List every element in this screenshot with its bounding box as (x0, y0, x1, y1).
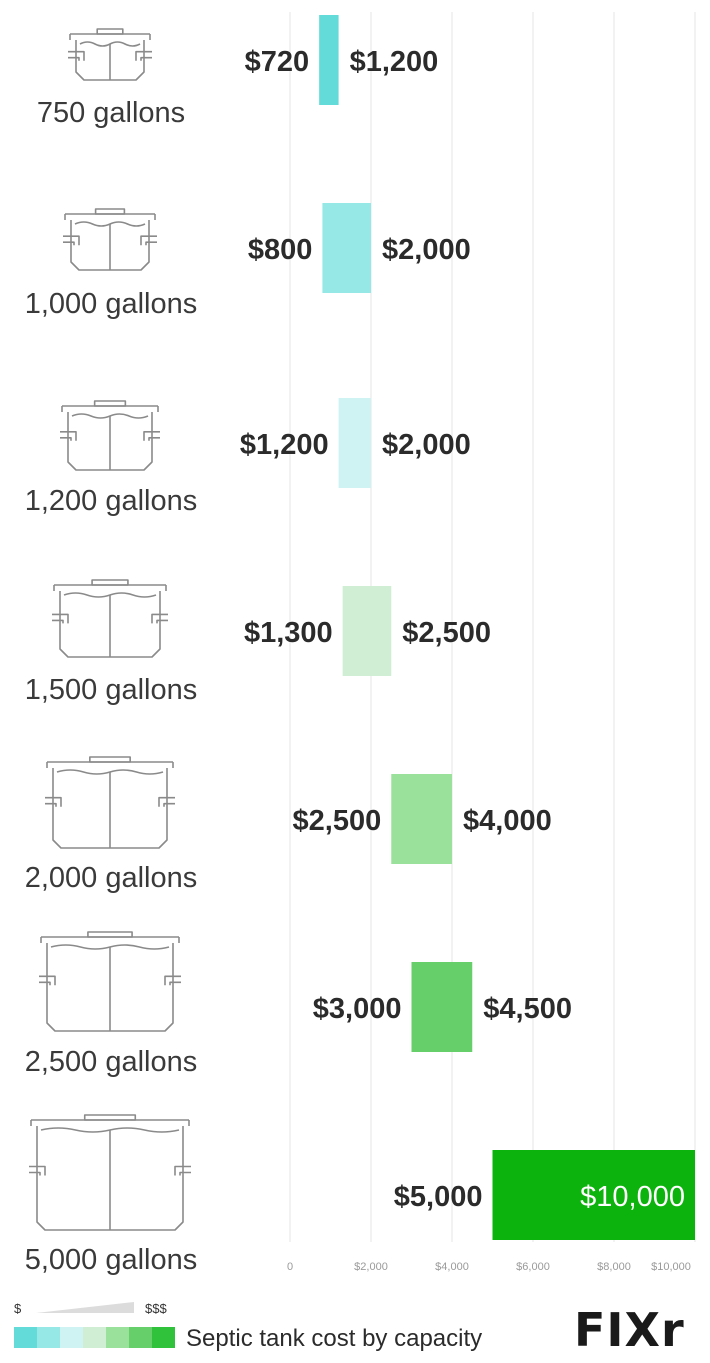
x-axis-ticks: 0 $2,000 $4,000 $6,000 $8,000 $10,000 (287, 1261, 691, 1273)
x-tick-label: $4,000 (435, 1261, 469, 1273)
fixr-logo: FIXr (574, 1303, 685, 1357)
range-bar (338, 398, 371, 488)
high-value-label: $4,500 (483, 993, 572, 1025)
septic-tank-icon (68, 28, 152, 81)
legend-gradient-wedge (36, 1302, 134, 1313)
legend-swatch (106, 1327, 129, 1348)
category-label: 1,000 gallons (25, 288, 198, 320)
legend-swatch (129, 1327, 152, 1348)
high-value-label: $2,000 (382, 234, 471, 266)
range-bar (319, 15, 339, 105)
range-bar (322, 203, 371, 293)
legend-swatches (14, 1327, 175, 1348)
x-tick-label: $6,000 (516, 1261, 550, 1273)
legend-low-label: $ (14, 1301, 22, 1316)
legend-swatch (37, 1327, 60, 1348)
category-label: 5,000 gallons (25, 1244, 198, 1276)
septic-tank-icon (45, 756, 175, 849)
legend-swatch (152, 1327, 175, 1348)
low-value-label: $2,500 (293, 805, 382, 837)
x-tick-label: 0 (287, 1261, 293, 1273)
fixr-logo-text: FIXr (574, 1303, 685, 1357)
septic-tank-icon (60, 400, 160, 471)
low-value-label: $3,000 (313, 993, 402, 1025)
high-value-label: $4,000 (463, 805, 552, 837)
range-bar (391, 774, 452, 864)
low-value-label: $720 (245, 46, 310, 78)
range-bar (342, 586, 392, 676)
septic-tank-icon (29, 1114, 191, 1231)
range-bar (492, 1150, 695, 1240)
range-bar (411, 962, 473, 1052)
range-bars: $720 $1,200 $800 $2,000 $1,200 $2,000 $1,300 $2… (240, 15, 695, 1240)
septic-tank-icon (52, 579, 168, 658)
low-value-label: $1,200 (240, 429, 329, 461)
legend-caption: Septic tank cost by capacity (186, 1325, 482, 1352)
category-label: 750 gallons (37, 97, 185, 129)
legend-swatch (83, 1327, 106, 1348)
high-value-label: $2,500 (402, 617, 491, 649)
high-value-label: $2,000 (382, 429, 471, 461)
legend-swatch (60, 1327, 83, 1348)
category-label: 2,000 gallons (25, 862, 198, 894)
low-value-label: $800 (248, 234, 313, 266)
x-tick-label: $10,000 (651, 1261, 691, 1273)
category-label: 1,200 gallons (25, 485, 198, 517)
septic-tank-icon (39, 931, 181, 1032)
low-value-label: $1,300 (244, 617, 333, 649)
tank-icons: 750 gallons 1,000 gallons 1,200 gallons 1,5… (25, 28, 198, 1276)
legend-swatch (14, 1327, 37, 1348)
x-tick-label: $8,000 (597, 1261, 631, 1273)
category-label: 1,500 gallons (25, 674, 198, 706)
x-tick-label: $2,000 (354, 1261, 388, 1273)
septic-tank-icon (63, 208, 157, 271)
legend-high-label: $$$ (145, 1301, 167, 1316)
category-label: 2,500 gallons (25, 1046, 198, 1078)
low-value-label: $5,000 (394, 1181, 483, 1213)
high-value-label: $10,000 (580, 1181, 685, 1213)
high-value-label: $1,200 (350, 46, 439, 78)
legend: $ $$$ Septic tank cost by capacity (14, 1301, 482, 1352)
